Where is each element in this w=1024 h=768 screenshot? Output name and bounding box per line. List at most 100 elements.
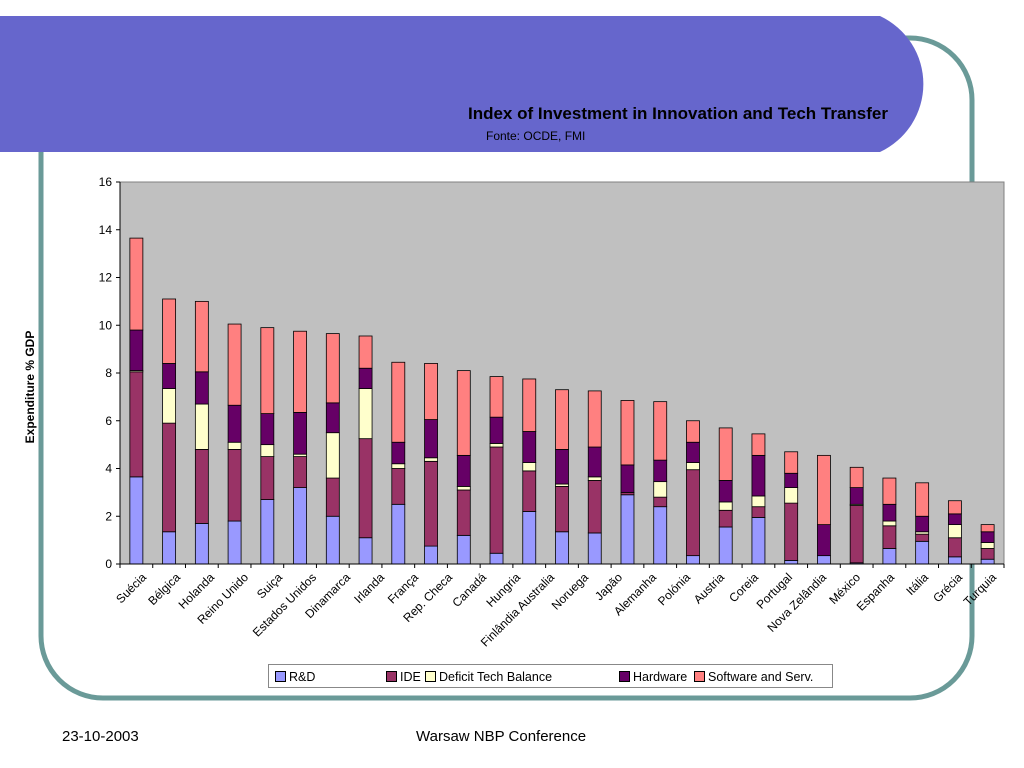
y-tick-label: 4 [105, 462, 112, 476]
bar-segment-r-d-nova-zelandia [817, 555, 831, 565]
bar-segment-r-d-grecia [947, 556, 962, 565]
chart-legend: R&D IDE Deficit Tech Balance Hardware So… [268, 664, 833, 688]
bar-segment-ide-australia [555, 486, 569, 533]
bar-segment-r-d-reino-unido [227, 520, 242, 565]
bar-segment-r-d-turquia [980, 558, 995, 565]
x-tick-label-espanha: Espanha [854, 570, 898, 614]
bar-segment-hardware-italia [915, 515, 930, 533]
legend-label-software: Software and Serv. [708, 670, 814, 684]
legend-swatch-hardware [619, 671, 630, 682]
legend-label-rd: R&D [289, 670, 316, 684]
bar-segment-r-d-italia [915, 540, 930, 565]
bar-segment-r-d-suecia [129, 476, 144, 565]
bar-segment-software-and-serv-holanda [194, 300, 209, 373]
bar-segment-software-and-serv-franca [391, 361, 406, 443]
bar-segment-r-d-austria [718, 526, 733, 565]
x-tick-label-suecia: Suécia [113, 570, 149, 606]
bar-segment-hardware-grecia [947, 513, 962, 525]
bar-segment-ide-franca [391, 468, 406, 505]
bar-segment-hardware-portugal [784, 472, 799, 488]
legend-swatch-ide [386, 671, 397, 682]
chart-title: Index of Investment in Innovation and Te… [467, 104, 888, 123]
bar-segment-software-and-serv-finlandia [522, 378, 537, 432]
bar-segment-deficit-tech-balance-alemanha [653, 481, 668, 498]
bar-segment-deficit-tech-balance-suica [260, 444, 275, 457]
bar-segment-ide-espanha [882, 525, 897, 549]
x-tick-label-noruega: Noruega [549, 570, 592, 613]
bar-segment-hardware-franca [391, 441, 406, 465]
bar-segment-hardware-rep-checa [424, 419, 438, 459]
bar-segment-r-d-rep-checa [424, 545, 438, 565]
bar-segment-hardware-finlandia [522, 431, 537, 463]
bar-segment-ide-polonia [686, 469, 700, 557]
bar-segment-ide-reino-unido [227, 448, 242, 522]
bar-segment-r-d-noruega [587, 532, 602, 565]
bar-segment-ide-hungria [489, 446, 504, 554]
bar-segment-deficit-tech-balance-reino-unido [227, 441, 242, 450]
bar-segment-ide-italia [915, 533, 930, 542]
bar-segment-hardware-irlanda [358, 367, 373, 389]
y-tick-label: 6 [105, 414, 112, 428]
bar-segment-deficit-tech-balance-rep-checa [424, 457, 438, 462]
bar-segment-ide-alemanha [653, 496, 668, 508]
legend-swatch-deficit [425, 671, 436, 682]
bar-segment-software-and-serv-grecia [947, 500, 962, 515]
y-tick-label: 16 [99, 175, 113, 189]
x-tick-label-italia: Itália [903, 570, 931, 598]
y-tick-label: 14 [99, 223, 113, 237]
legend-item-software: Software and Serv. [694, 670, 813, 684]
bar-segment-software-and-serv-suica [260, 327, 275, 414]
y-tick-label: 8 [105, 366, 112, 380]
bar-segment-r-d-finlandia [522, 511, 537, 565]
bar-segment-software-and-serv-coreia [751, 433, 766, 456]
bar-segment-deficit-tech-balance-holanda [194, 403, 209, 450]
bar-segment-ide-suecia [129, 371, 144, 478]
bar-segment-hardware-holanda [194, 371, 209, 405]
bar-segment-r-d-canada [456, 534, 471, 565]
x-tick-label-polonia: Polónia [655, 570, 693, 608]
bar-segment-software-and-serv-suecia [129, 237, 144, 331]
bar-segment-deficit-tech-balance-polonia [686, 462, 700, 471]
bar-segment-deficit-tech-balance-irlanda [358, 388, 373, 440]
bar-segment-software-and-serv-hungria [489, 376, 504, 418]
bar-segment-software-and-serv-estados-unidos [293, 330, 307, 413]
legend-swatch-software [694, 671, 705, 682]
bar-segment-deficit-tech-balance-coreia [751, 495, 766, 508]
bar-segment-r-d-franca [391, 503, 406, 565]
bar-segment-deficit-tech-balance-franca [391, 463, 406, 469]
bar-segment-r-d-hungria [489, 552, 504, 565]
x-tick-label-turquia: Turquia [961, 570, 1000, 609]
bar-segment-hardware-dinamarca [325, 402, 340, 434]
y-tick-label: 2 [105, 509, 112, 523]
legend-item-ide: IDE [386, 670, 421, 684]
bar-segment-hardware-canada [456, 454, 471, 487]
footer-date: 23-10-2003 [62, 728, 139, 745]
bar-segment-software-and-serv-rep-checa [424, 363, 438, 420]
bar-segment-deficit-tech-balance-portugal [784, 487, 799, 504]
bar-segment-ide-suica [260, 456, 275, 500]
bar-segment-software-and-serv-austria [718, 427, 733, 481]
bar-segment-software-and-serv-alemanha [653, 401, 668, 461]
bar-segment-software-and-serv-portugal [784, 451, 799, 474]
bar-segment-software-and-serv-canada [456, 370, 471, 456]
bar-segment-software-and-serv-dinamarca [325, 333, 340, 404]
x-tick-label-canada: Canadá [449, 570, 489, 610]
bar-segment-hardware-suica [260, 413, 275, 446]
bar-segment-r-d-suica [260, 499, 275, 565]
bar-segment-ide-canada [456, 489, 471, 536]
bar-segment-software-and-serv-australia [555, 389, 569, 450]
legend-item-hardware: Hardware [619, 670, 687, 684]
bar-segment-ide-grecia [947, 537, 962, 558]
bar-segment-hardware-australia [555, 448, 569, 485]
bar-segment-r-d-holanda [194, 523, 209, 565]
y-axis-title: Expenditure % GDP [23, 331, 37, 444]
bar-segment-hardware-nova-zelandia [817, 524, 831, 557]
legend-label-hardware: Hardware [633, 670, 688, 684]
bar-segment-hardware-estados-unidos [293, 411, 307, 455]
bar-segment-software-and-serv-polonia [686, 420, 700, 443]
legend-label-deficit: Deficit Tech Balance [439, 670, 553, 684]
bar-segment-r-d-alemanha [653, 506, 668, 565]
bar-segment-ide-turquia [980, 548, 995, 560]
bar-segment-ide-austria [718, 509, 733, 528]
bar-segment-r-d-japao [620, 494, 635, 565]
